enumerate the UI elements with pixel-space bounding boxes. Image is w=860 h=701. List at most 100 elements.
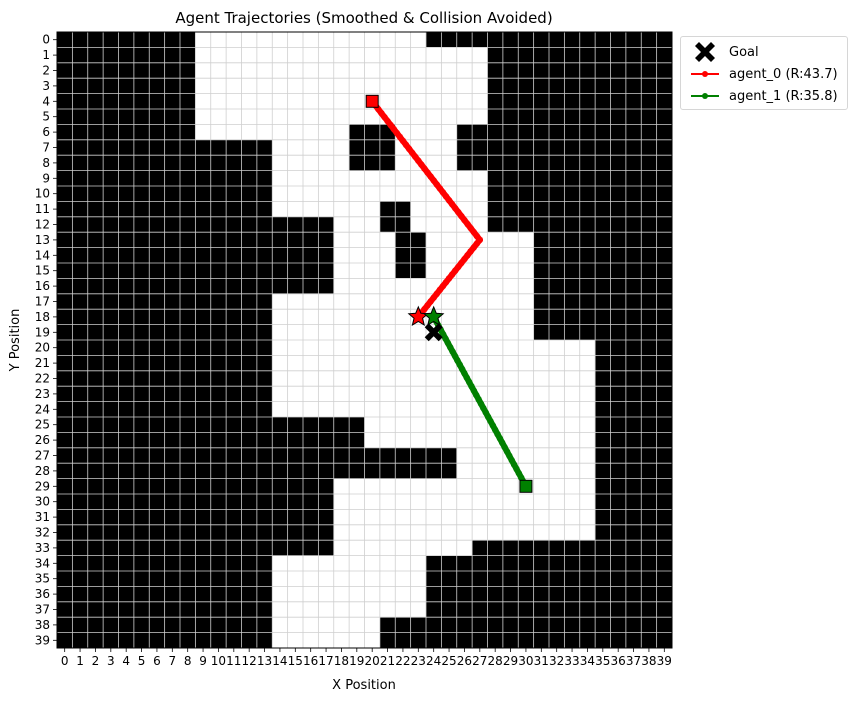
- x-tick-label: 2: [92, 654, 100, 668]
- y-axis-label: Y Position: [8, 309, 23, 373]
- y-tick-label: 25: [35, 418, 50, 432]
- y-tick-label: 2: [42, 64, 50, 78]
- obstacle-run: [595, 494, 673, 510]
- x-tick-label: 21: [380, 654, 395, 668]
- obstacle-run: [595, 524, 673, 541]
- y-tick-label: 21: [35, 356, 50, 370]
- obstacle-run: [595, 355, 673, 371]
- y-tick-label: 27: [35, 449, 50, 463]
- end-marker-1: [422, 305, 445, 327]
- goal-marker: [424, 323, 443, 342]
- y-tick-label: 28: [35, 464, 50, 478]
- y-tick-label: 16: [35, 279, 50, 293]
- grid-lines: [57, 32, 672, 648]
- y-tick-label: 23: [35, 387, 50, 401]
- y-tick-label: 35: [35, 572, 50, 586]
- obstacle-run: [533, 324, 673, 340]
- legend-label-agent-0: agent_0 (R:43.7): [729, 67, 838, 82]
- y-tick-label: 12: [35, 218, 50, 232]
- obstacle-run: [533, 309, 673, 325]
- trajectories: [365, 94, 533, 493]
- legend-line-agent-1: [691, 93, 719, 99]
- goal-x-icon: [695, 42, 715, 62]
- x-tick-label: 18: [334, 654, 349, 668]
- obstacle-run: [57, 47, 196, 63]
- x-tick-label: 12: [242, 654, 257, 668]
- goal-x-shape: [424, 323, 443, 342]
- y-tick-label: 1: [42, 48, 50, 62]
- obstacle-run: [349, 155, 396, 171]
- x-tick-label: 19: [349, 654, 364, 668]
- y-tick-label: 3: [42, 79, 50, 93]
- y-tick-label: 34: [35, 556, 50, 570]
- x-axis-label: X Position: [332, 678, 396, 693]
- x-tick-label: 31: [534, 654, 549, 668]
- x-tick-label: 38: [641, 654, 656, 668]
- y-tick-label: 14: [35, 248, 50, 262]
- y-tick-label: 33: [35, 541, 50, 555]
- chart-title: Agent Trajectories (Smoothed & Collision…: [175, 9, 552, 27]
- x-tick-label: 34: [580, 654, 595, 668]
- obstacle-run: [57, 62, 196, 79]
- y-tick-label: 8: [42, 156, 50, 170]
- y-tick-label: 30: [35, 495, 50, 509]
- y-tick-label: 17: [35, 295, 50, 309]
- obstacle-run: [349, 139, 396, 156]
- y-tick-label: 0: [42, 33, 50, 47]
- obstacle-run: [533, 278, 673, 294]
- legend-item-goal: Goal: [681, 42, 847, 62]
- y-tick-label: 5: [42, 110, 50, 124]
- x-tick-label: 36: [611, 654, 626, 668]
- x-tick-label: 4: [122, 654, 130, 668]
- obstacle-run: [595, 340, 673, 356]
- x-tick-label: 3: [107, 654, 115, 668]
- y-tick-label: 6: [42, 125, 50, 139]
- y-tick-label: 19: [35, 325, 50, 339]
- x-tick-label: 30: [518, 654, 533, 668]
- y-tick-label: 37: [35, 603, 50, 617]
- y-tick-label: 32: [35, 526, 50, 540]
- legend-item-agent-1: agent_1 (R:35.8): [681, 86, 847, 106]
- obstacle-run: [595, 432, 673, 448]
- obstacle-run: [379, 617, 673, 633]
- x-tick-label: 7: [168, 654, 176, 668]
- x-tick-label: 8: [184, 654, 192, 668]
- y-ticks: 0123456789101112131415161718192021222324…: [35, 33, 57, 647]
- x-tick-label: 16: [303, 654, 318, 668]
- obstacle-run: [57, 78, 196, 94]
- x-tick-label: 6: [153, 654, 161, 668]
- obstacle-run: [595, 401, 673, 417]
- obstacle-run: [595, 478, 673, 494]
- obstacle-run: [57, 32, 196, 48]
- legend-item-agent-0: agent_0 (R:43.7): [681, 64, 847, 84]
- x-tick-label: 15: [288, 654, 303, 668]
- obstacle-run: [533, 293, 673, 310]
- y-tick-label: 13: [35, 233, 50, 247]
- y-tick-label: 29: [35, 479, 50, 493]
- x-tick-label: 14: [272, 654, 287, 668]
- x-tick-label: 13: [257, 654, 272, 668]
- x-ticks: 0 1 2 3 4 5 6 7 8 9 10 11 12 13 14 15 16 17 18 19 20 21 22 23 24…: [61, 648, 672, 668]
- x-tick-label: 27: [472, 654, 487, 668]
- x-tick-label: 25: [441, 654, 456, 668]
- start-marker-0: [365, 94, 379, 108]
- obstacle-run: [349, 124, 396, 140]
- x-tick-label: 29: [503, 654, 518, 668]
- obstacle-run: [595, 447, 673, 464]
- obstacle-run: [595, 417, 673, 433]
- y-tick-label: 18: [35, 310, 50, 324]
- x-tick-label: 17: [318, 654, 333, 668]
- x-tick-label: 0: [61, 654, 69, 668]
- x-tick-label: 24: [426, 654, 441, 668]
- y-tick-label: 26: [35, 433, 50, 447]
- y-tick-label: 11: [35, 202, 50, 216]
- obstacle-run: [57, 109, 196, 125]
- y-tick-label: 38: [35, 618, 50, 632]
- x-tick-label: 5: [138, 654, 146, 668]
- y-tick-label: 39: [35, 633, 50, 647]
- x-tick-label: 32: [549, 654, 564, 668]
- x-tick-label: 35: [595, 654, 610, 668]
- y-tick-label: 20: [35, 341, 50, 355]
- legend: Goal agent_0 (R:43.7) agent_1 (R:35.8): [680, 36, 848, 110]
